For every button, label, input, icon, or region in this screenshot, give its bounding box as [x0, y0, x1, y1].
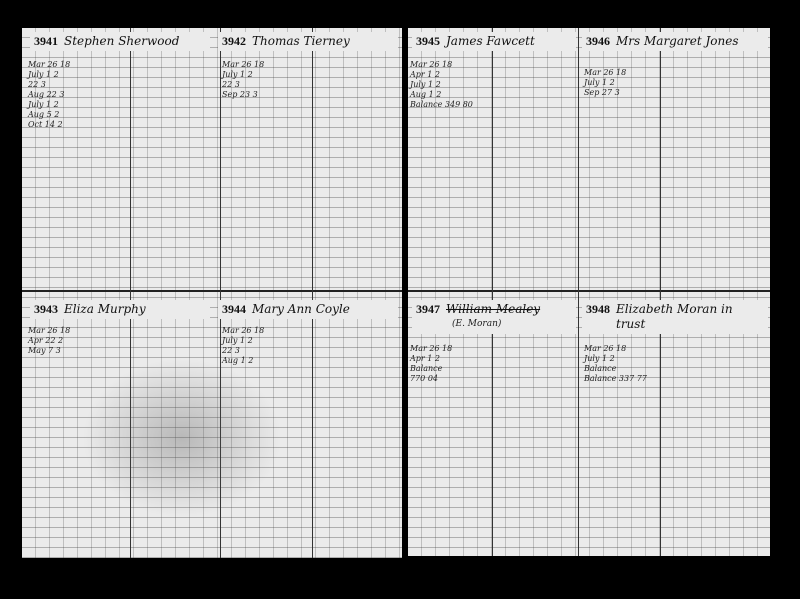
account-entries: Mar 26 18 July 1 2 22 3 Aug 22 3 July 1 … [28, 60, 71, 129]
account-3943: 3943 Eliza Murphy [30, 300, 210, 319]
section-divider [408, 290, 770, 292]
account-entries: Mar 26 18 July 1 2 22 3 Aug 1 2 [222, 326, 265, 365]
account-name: Stephen Sherwood [64, 34, 180, 48]
account-number: 3946 [586, 34, 610, 48]
account-number: 3947 [416, 302, 440, 316]
left-ledger-page: 3941 Stephen Sherwood Mar 26 18 July 1 2… [22, 28, 402, 558]
account-name: Mrs Margaret Jones [616, 34, 739, 48]
right-ledger-page: 3945 James Fawcett Mar 26 18 Apr 1 2 Jul… [408, 28, 770, 556]
account-3941: 3941 Stephen Sherwood [30, 32, 210, 51]
column-line [130, 28, 131, 558]
account-name: James Fawcett [446, 34, 535, 48]
account-number: 3948 [586, 302, 610, 316]
account-3942: 3942 Thomas Tierney [218, 32, 398, 51]
column-line [312, 28, 313, 558]
account-entries: Mar 26 18 Apr 22 2 May 7 3 [28, 326, 71, 355]
account-number: 3945 [416, 34, 440, 48]
account-3948: 3948 Elizabeth Moran in trust [582, 300, 768, 334]
stain [82, 358, 282, 518]
account-entries: Mar 26 18 Apr 1 2 July 1 2 Aug 1 2 Balan… [410, 60, 473, 109]
account-number: 3941 [34, 34, 58, 48]
account-name: Thomas Tierney [252, 34, 350, 48]
account-3946: 3946 Mrs Margaret Jones [582, 32, 768, 51]
section-divider [22, 290, 402, 292]
account-3944: 3944 Mary Ann Coyle [218, 300, 398, 319]
account-note: (E. Moran) [452, 319, 502, 329]
account-name: Elizabeth Moran in trust [616, 302, 733, 331]
account-3945: 3945 James Fawcett [412, 32, 576, 51]
account-number: 3943 [34, 302, 58, 316]
account-number: 3944 [222, 302, 246, 316]
account-entries: Mar 26 18 Apr 1 2 Balance 770 04 [410, 344, 453, 383]
account-3947: 3947 William Mealey (E. Moran) [412, 300, 576, 334]
account-name: Eliza Murphy [64, 302, 146, 316]
column-line [220, 28, 221, 558]
account-name: William Mealey [446, 302, 541, 316]
column-line [660, 28, 661, 556]
column-line [578, 28, 579, 556]
account-entries: Mar 26 18 July 1 2 22 3 Sep 23 3 [222, 60, 265, 99]
column-line [492, 28, 493, 556]
account-number: 3942 [222, 34, 246, 48]
account-entries: Mar 26 18 July 1 2 Sep 27 3 [584, 68, 627, 97]
account-entries: Mar 26 18 July 1 2 Balance Balance 337 7… [584, 344, 647, 383]
account-name: Mary Ann Coyle [252, 302, 350, 316]
